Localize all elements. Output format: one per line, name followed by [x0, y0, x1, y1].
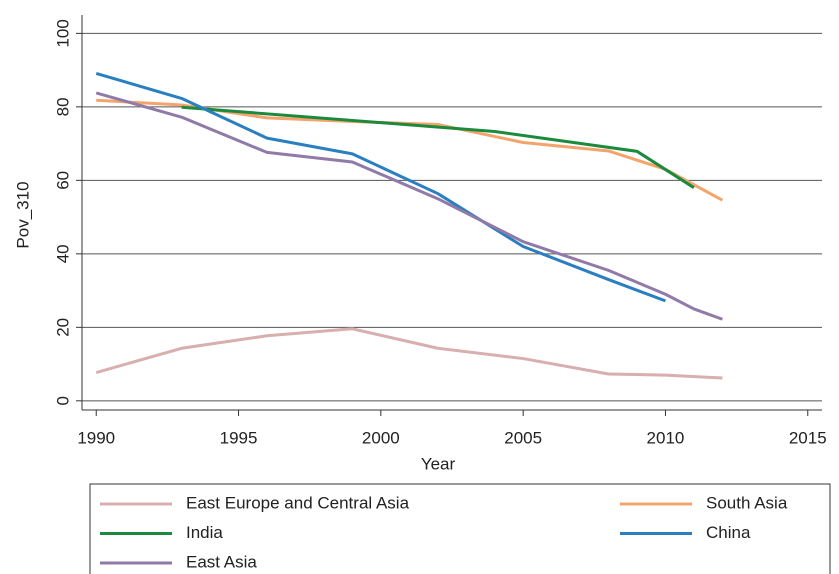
x-tick-label: 1995 — [220, 428, 258, 447]
legend-label: India — [186, 523, 223, 542]
y-tick-label: 60 — [53, 171, 72, 190]
y-tick-label: 40 — [53, 244, 72, 263]
y-tick-label: 80 — [53, 97, 72, 116]
legend-label: East Europe and Central Asia — [186, 493, 410, 512]
y-axis-label: Pov_310 — [13, 181, 32, 248]
x-tick-label: 2015 — [789, 428, 827, 447]
x-tick-label: 2005 — [504, 428, 542, 447]
x-tick-label: 1990 — [77, 428, 115, 447]
y-tick-label: 20 — [53, 318, 72, 337]
legend-box — [89, 483, 831, 574]
series-line — [95, 91, 723, 321]
x-axis-label: Year — [421, 454, 456, 473]
x-tick-label: 2000 — [362, 428, 400, 447]
y-tick-label: 0 — [53, 396, 72, 405]
series-line — [181, 105, 695, 189]
legend-label: South Asia — [706, 493, 788, 512]
y-tick-label: 100 — [53, 19, 72, 47]
series-line — [95, 71, 666, 303]
x-tick-label: 2010 — [647, 428, 685, 447]
series-line — [95, 327, 723, 380]
legend-label: China — [706, 523, 751, 542]
legend-label: East Asia — [186, 552, 257, 571]
